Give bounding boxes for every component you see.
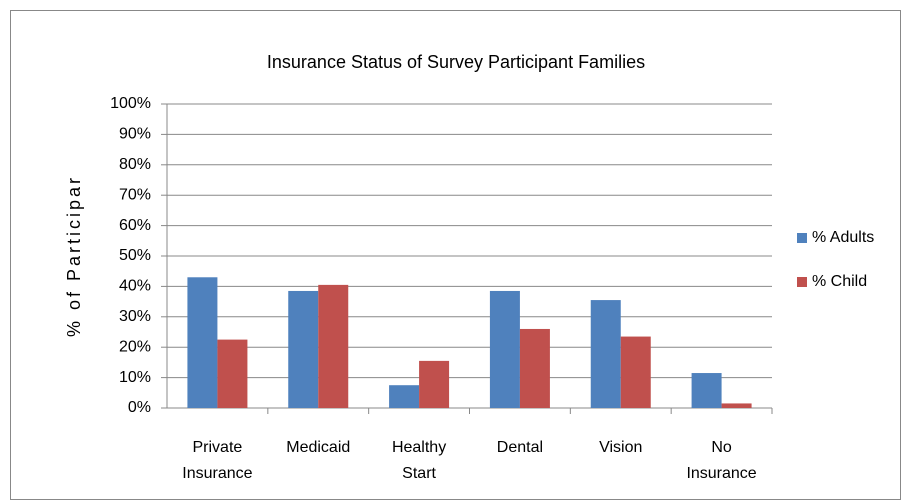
bar <box>489 290 520 408</box>
legend-swatch <box>797 277 807 287</box>
chart-border <box>10 10 901 500</box>
bar <box>389 385 420 408</box>
y-tick-label: 10% <box>119 369 151 386</box>
bar <box>691 373 722 408</box>
chart-title: Insurance Status of Survey Participant F… <box>267 52 645 72</box>
bar <box>217 339 248 408</box>
y-tick-label: 30% <box>119 308 151 325</box>
x-tick-label: Vision <box>599 439 643 456</box>
y-tick-label: 60% <box>119 217 151 234</box>
bar <box>620 336 651 408</box>
bar <box>419 360 450 408</box>
legend-label: % Child <box>812 273 867 290</box>
bar <box>519 328 550 408</box>
legend-swatch <box>797 233 807 243</box>
y-tick-label: 80% <box>119 156 151 173</box>
y-tick-label: 100% <box>110 95 151 112</box>
bar <box>318 284 349 408</box>
x-tick-label: Dental <box>496 439 544 456</box>
y-tick-label: 90% <box>119 126 151 143</box>
x-tick-label: Private Insurance <box>182 439 253 482</box>
bar <box>187 277 218 408</box>
bar <box>288 290 319 408</box>
y-tick-label: 50% <box>119 247 151 264</box>
x-tick-label: No Insurance <box>686 439 757 482</box>
y-tick-label: 40% <box>119 278 151 295</box>
y-tick-label: 0% <box>128 399 151 416</box>
y-tick-label: 20% <box>119 338 151 355</box>
y-axis-label: % of Participar <box>64 175 84 337</box>
legend-label: % Adults <box>812 229 874 246</box>
bar <box>590 300 621 408</box>
y-tick-label: 70% <box>119 186 151 203</box>
x-tick-label: Healthy Start <box>391 439 447 482</box>
x-tick-label: Medicaid <box>286 439 351 456</box>
bar <box>721 403 752 408</box>
